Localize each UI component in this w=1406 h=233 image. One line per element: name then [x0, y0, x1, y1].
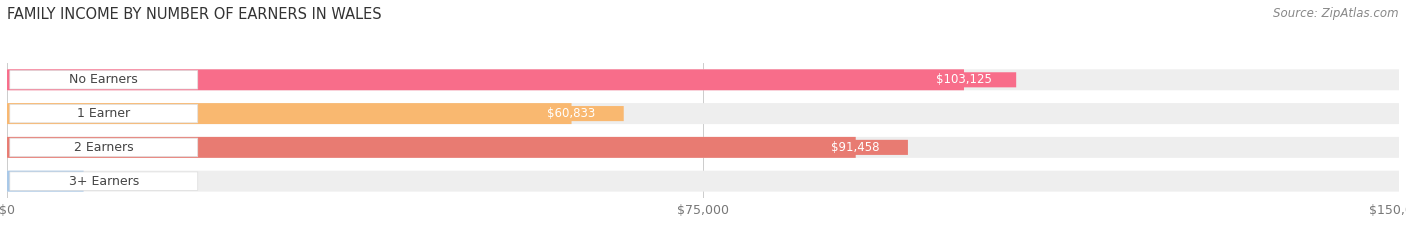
Text: FAMILY INCOME BY NUMBER OF EARNERS IN WALES: FAMILY INCOME BY NUMBER OF EARNERS IN WA… — [7, 7, 381, 22]
FancyBboxPatch shape — [10, 71, 198, 89]
FancyBboxPatch shape — [10, 172, 198, 190]
FancyBboxPatch shape — [7, 171, 83, 192]
Text: $103,125: $103,125 — [936, 73, 991, 86]
FancyBboxPatch shape — [519, 106, 624, 121]
Text: $91,458: $91,458 — [831, 141, 880, 154]
Text: Source: ZipAtlas.com: Source: ZipAtlas.com — [1274, 7, 1399, 20]
FancyBboxPatch shape — [7, 103, 571, 124]
Text: $60,833: $60,833 — [547, 107, 596, 120]
FancyBboxPatch shape — [10, 138, 198, 157]
FancyBboxPatch shape — [7, 69, 1399, 90]
FancyBboxPatch shape — [10, 104, 198, 123]
Text: 3+ Earners: 3+ Earners — [69, 175, 139, 188]
FancyBboxPatch shape — [912, 72, 1017, 87]
FancyBboxPatch shape — [803, 140, 908, 155]
FancyBboxPatch shape — [7, 103, 1399, 124]
Text: 2 Earners: 2 Earners — [75, 141, 134, 154]
Text: $0: $0 — [97, 175, 112, 188]
Text: 1 Earner: 1 Earner — [77, 107, 131, 120]
FancyBboxPatch shape — [7, 137, 1399, 158]
FancyBboxPatch shape — [7, 137, 856, 158]
Text: No Earners: No Earners — [69, 73, 138, 86]
FancyBboxPatch shape — [7, 69, 965, 90]
FancyBboxPatch shape — [7, 171, 1399, 192]
